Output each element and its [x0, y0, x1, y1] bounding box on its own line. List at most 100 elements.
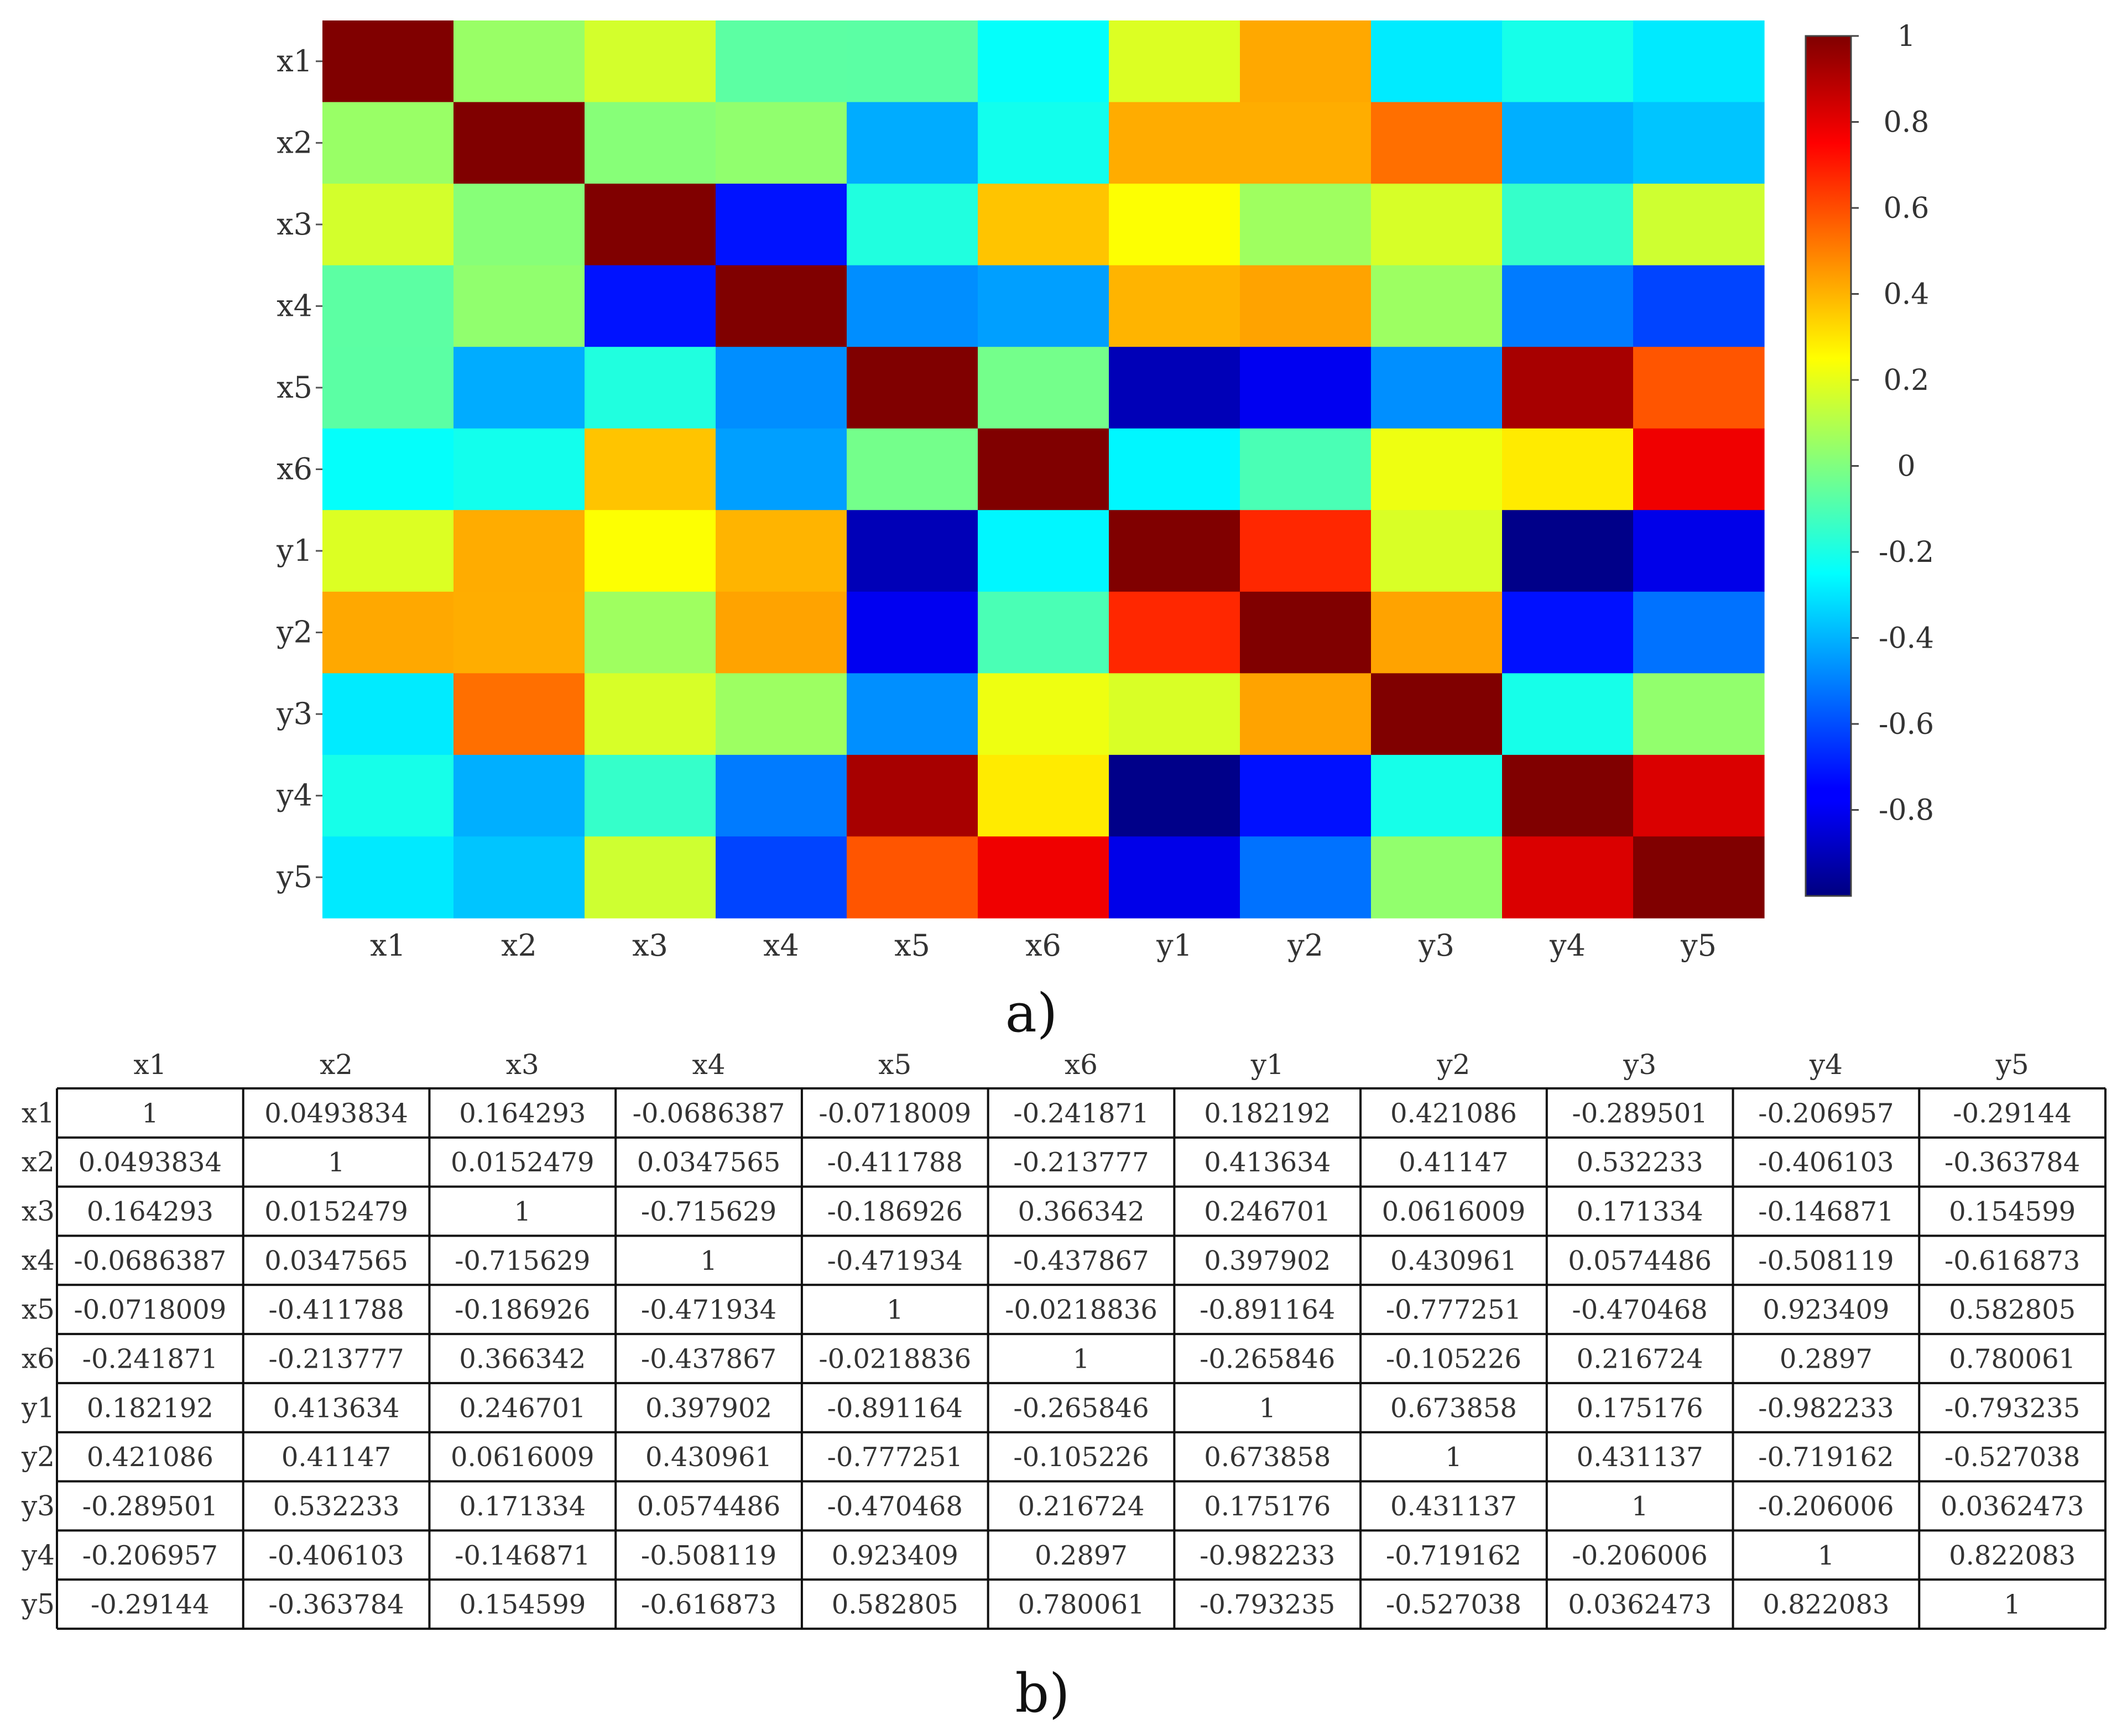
- table-cell: -0.527038: [1386, 1589, 1521, 1620]
- heatmap-cell: [716, 347, 847, 429]
- table-cell: -0.0686387: [633, 1098, 785, 1129]
- table-cell: -0.29144: [91, 1589, 210, 1620]
- heatmap-cell: [585, 347, 716, 429]
- heatmap-cell: [1633, 428, 1765, 510]
- heatmap-cell: [322, 184, 454, 266]
- heatmap-cell: [453, 265, 585, 347]
- heatmap-cell: [1109, 20, 1240, 103]
- heatmap-cell: [1371, 510, 1503, 592]
- table-cell: 1: [514, 1196, 531, 1227]
- x-axis-label: y4: [1549, 928, 1586, 963]
- heatmap-cell: [1371, 265, 1503, 347]
- table-cell: -0.891164: [1200, 1295, 1335, 1326]
- heatmap-cell: [1240, 265, 1372, 347]
- x-axis-label: x4: [763, 928, 799, 963]
- table-cell: -0.508119: [641, 1540, 776, 1571]
- table-cell: 0.923409: [832, 1540, 958, 1571]
- table-cell: -0.406103: [268, 1540, 404, 1571]
- x-axis-label: y2: [1287, 928, 1323, 963]
- heatmap-cell: [453, 673, 585, 755]
- heatmap-cell: [1502, 347, 1634, 429]
- heatmap-cell: [847, 184, 978, 266]
- table-cell: 0.673858: [1390, 1393, 1517, 1424]
- table-row-header: y5: [21, 1588, 55, 1620]
- heatmap-cell: [1109, 347, 1240, 429]
- y-axis-label: x2: [277, 125, 312, 160]
- table-cell: -0.470468: [827, 1491, 963, 1522]
- heatmap-cell: [1109, 754, 1240, 837]
- heatmap-cell: [322, 591, 454, 674]
- heatmap-cell: [1240, 102, 1372, 184]
- table-cell: -0.719162: [1386, 1540, 1521, 1571]
- heatmap-cell: [1502, 754, 1634, 837]
- heatmap-cell: [978, 510, 1109, 592]
- x-axis-label: y5: [1680, 928, 1717, 963]
- y-axis-label: x4: [277, 288, 312, 323]
- heatmap-cell: [716, 428, 847, 510]
- heatmap-cell: [1240, 428, 1372, 510]
- heatmap-cell: [716, 20, 847, 103]
- table-cell: 0.41147: [1399, 1147, 1509, 1178]
- table-cell: -0.289501: [1572, 1098, 1708, 1129]
- table-cell: 1: [1259, 1393, 1276, 1424]
- table-cell: -0.241871: [1013, 1098, 1149, 1129]
- table-cell: 0.822083: [1763, 1589, 1889, 1620]
- colorbar-gradient: [1805, 35, 1852, 897]
- heatmap-cell: [1109, 510, 1240, 592]
- heatmap-cell: [453, 591, 585, 674]
- table-cell: 0.0347565: [637, 1147, 781, 1178]
- heatmap-cell: [1109, 265, 1240, 347]
- table-column-header: x5: [878, 1049, 911, 1081]
- heatmap-cell: [1633, 673, 1765, 755]
- x-axis-label: y1: [1156, 928, 1192, 963]
- heatmap-cell: [1633, 591, 1765, 674]
- heatmap-cell: [847, 754, 978, 837]
- x-axis-label: x5: [894, 928, 930, 963]
- table-cell: -0.0718009: [74, 1295, 226, 1326]
- heatmap-cell: [1633, 754, 1765, 837]
- x-axis-label: x2: [501, 928, 537, 963]
- table-cell: -0.29144: [1953, 1098, 2072, 1129]
- table-cell: 0.366342: [459, 1344, 586, 1375]
- table-cell: 0.397902: [1204, 1245, 1331, 1276]
- heatmap-cell: [1109, 102, 1240, 184]
- table-cell: -0.0718009: [818, 1098, 971, 1129]
- table-body: 1 0.0493834 0.164293 -0.0686387 -0.0718009 -0…: [74, 1098, 2084, 1620]
- heatmap-cell: [716, 836, 847, 919]
- table-cell: 0.41147: [281, 1442, 392, 1473]
- table-cell: 0.431137: [1390, 1491, 1517, 1522]
- heatmap-cell: [585, 102, 716, 184]
- table-cell: -0.105226: [1013, 1442, 1149, 1473]
- heatmap-cell: [716, 184, 847, 266]
- heatmap-cell: [453, 510, 585, 592]
- heatmap-cell: [978, 347, 1109, 429]
- heatmap-cell: [1633, 20, 1765, 103]
- table-cell: 0.430961: [645, 1442, 772, 1473]
- table-cell: -0.471934: [641, 1295, 776, 1326]
- heatmap-cell: [978, 428, 1109, 510]
- table-cell: -0.616873: [1944, 1245, 2080, 1276]
- colorbar-tick-label: -0.8: [1879, 794, 1934, 827]
- table-cell: 1: [887, 1295, 904, 1326]
- table-cell: 0.0616009: [451, 1442, 595, 1473]
- heatmap-cell: [1371, 184, 1503, 266]
- colorbar-tick-label: -0.6: [1879, 708, 1934, 741]
- table-column-header: y3: [1623, 1049, 1656, 1081]
- heatmap-cell: [1502, 591, 1634, 674]
- table-cell: -0.891164: [827, 1393, 963, 1424]
- heatmap-cell: [1371, 591, 1503, 674]
- table-cell: 0.582805: [1949, 1295, 2076, 1326]
- heatmap-cell: [1633, 510, 1765, 592]
- table-cell: 1: [1818, 1540, 1835, 1571]
- heatmap-cell: [585, 836, 716, 919]
- heatmap-cell: [1633, 836, 1765, 919]
- heatmap-cell: [1109, 591, 1240, 674]
- table-cell: -0.363784: [268, 1589, 404, 1620]
- table-cell: -0.0218836: [818, 1344, 971, 1375]
- heatmap-cell: [1240, 510, 1372, 592]
- table-row-header: x4: [22, 1244, 55, 1276]
- table-cell: 0.780061: [1949, 1344, 2076, 1375]
- heatmap-cell: [1109, 184, 1240, 266]
- table-cell: -0.206957: [1758, 1098, 1894, 1129]
- heatmap-cell: [322, 102, 454, 184]
